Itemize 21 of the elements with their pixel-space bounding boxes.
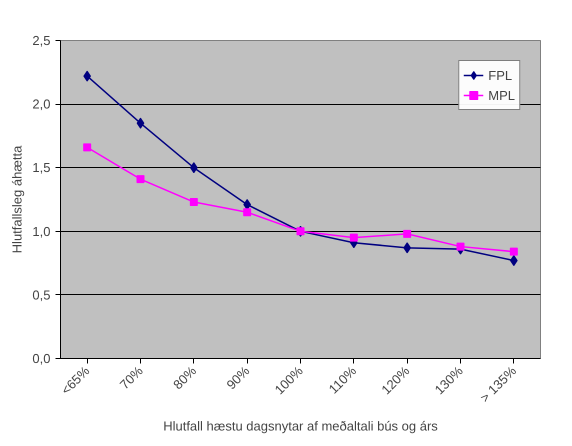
point <box>456 242 464 251</box>
x-tick-label: 80% <box>170 362 200 392</box>
y-tick-label: 0,0 <box>32 351 51 366</box>
point <box>136 175 144 184</box>
y-axis-title: Hlutfallsleg áhætta <box>9 144 24 254</box>
point <box>350 234 358 242</box>
y-tick-label: 2,0 <box>32 96 51 112</box>
x-tick-label: 90% <box>223 362 253 392</box>
legend-label: FPL <box>488 68 512 82</box>
point <box>243 208 252 216</box>
point <box>510 248 518 256</box>
point <box>83 143 92 152</box>
point <box>190 198 198 206</box>
x-axis-title: Hlutfall hæstu dagsnytar af meðaltali bús og árs <box>163 418 438 434</box>
y-tick-label: 2,5 <box>32 33 51 48</box>
legend-label: MPL <box>488 88 515 102</box>
point <box>403 230 412 238</box>
x-tick-label: 70% <box>116 362 146 392</box>
y-tick-label: 0,5 <box>32 287 51 302</box>
y-tick-label: 1,0 <box>32 224 51 239</box>
y-tick-label: 1,5 <box>32 160 51 176</box>
